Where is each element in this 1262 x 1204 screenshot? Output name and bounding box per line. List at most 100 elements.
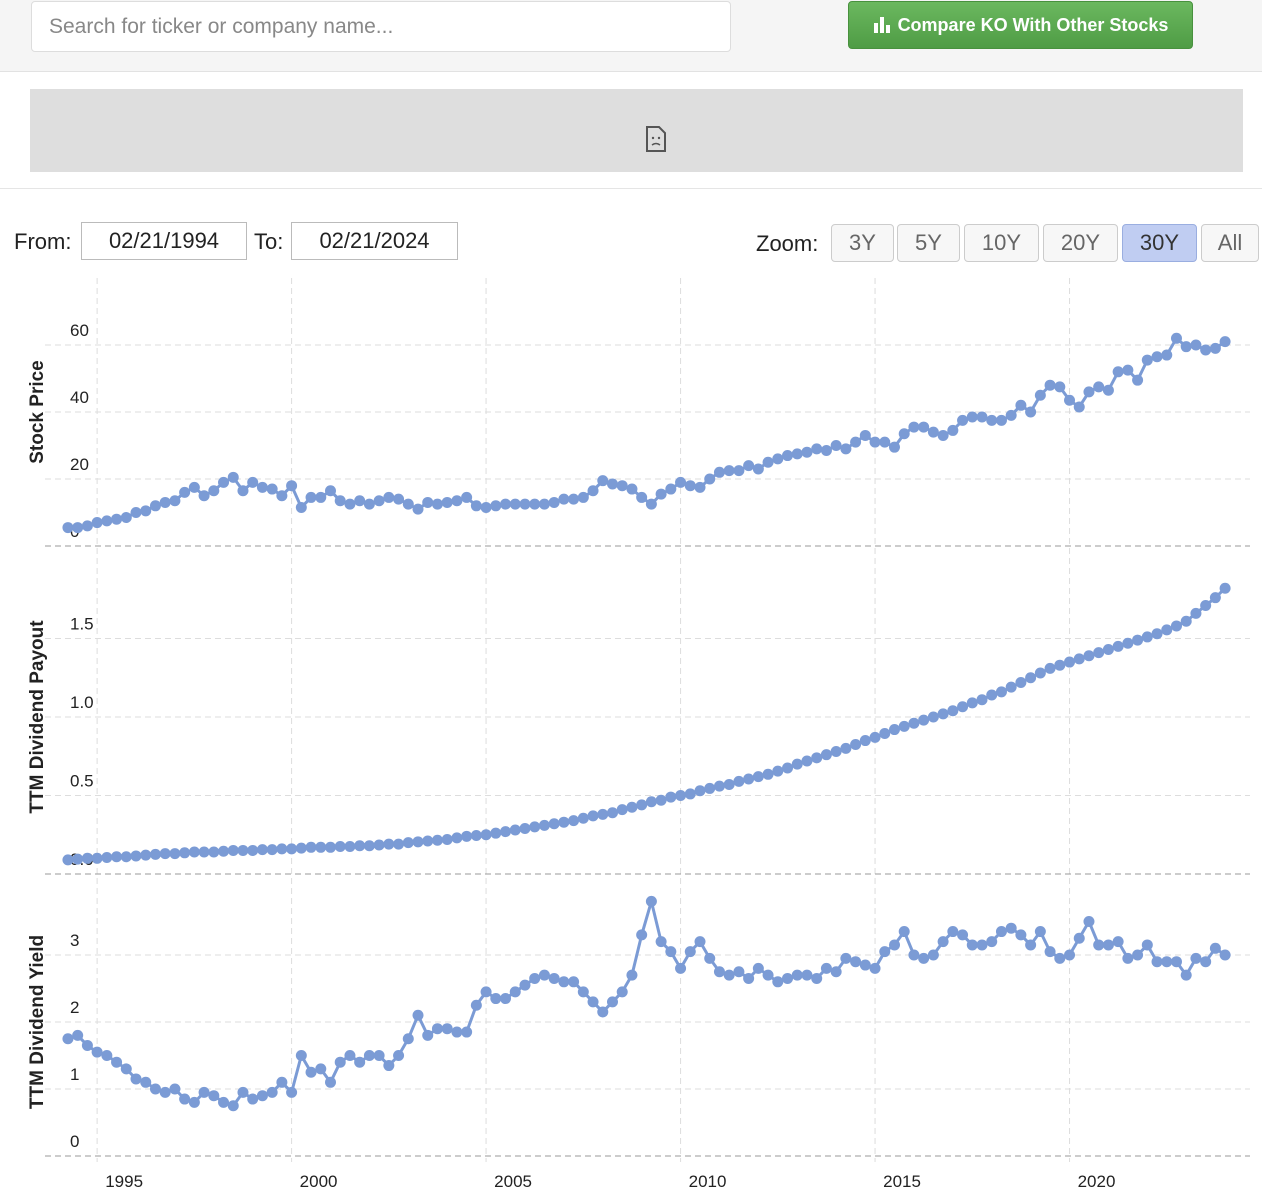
- data-point: [393, 838, 405, 850]
- data-point: [606, 478, 618, 490]
- ad-placeholder: [30, 89, 1243, 172]
- data-point: [431, 498, 443, 510]
- data-point: [149, 500, 161, 512]
- data-point: [1161, 624, 1173, 636]
- zoom-button[interactable]: 5Y: [897, 224, 960, 262]
- data-point: [451, 495, 463, 507]
- data-point: [1132, 949, 1144, 961]
- data-point: [694, 785, 706, 797]
- y-tick-label: 3: [70, 931, 79, 950]
- data-point: [626, 969, 638, 981]
- data-point: [645, 796, 657, 808]
- data-point: [616, 986, 628, 998]
- data-point: [286, 843, 298, 855]
- data-point: [101, 1050, 113, 1061]
- data-point: [188, 846, 200, 858]
- data-point: [198, 490, 210, 502]
- data-point: [218, 1096, 230, 1108]
- data-point: [947, 424, 959, 436]
- data-point: [645, 498, 657, 510]
- data-point: [276, 843, 288, 855]
- data-point: [1161, 956, 1173, 968]
- data-point: [480, 501, 492, 513]
- data-point: [1200, 600, 1212, 612]
- data-point: [733, 966, 745, 978]
- data-point: [1025, 406, 1037, 418]
- data-point: [111, 513, 123, 525]
- data-point: [140, 849, 152, 861]
- data-point: [393, 1050, 405, 1061]
- data-point: [665, 946, 677, 958]
- to-input[interactable]: 02/21/2024: [291, 222, 458, 260]
- data-point: [850, 436, 862, 448]
- data-point: [713, 466, 725, 478]
- data-point: [334, 1056, 346, 1068]
- data-point: [655, 794, 667, 806]
- data-point: [820, 962, 832, 974]
- data-point: [908, 717, 920, 729]
- zoom-button[interactable]: 10Y: [964, 224, 1039, 262]
- y-tick-label: 1: [70, 1065, 79, 1084]
- data-point: [470, 500, 482, 512]
- separator: [0, 188, 1262, 189]
- data-point: [947, 705, 959, 717]
- data-point: [402, 498, 414, 510]
- data-point: [1102, 939, 1114, 951]
- data-point: [597, 808, 609, 820]
- zoom-label: Zoom:: [756, 231, 819, 256]
- data-point: [62, 1033, 74, 1045]
- data-point: [1015, 676, 1027, 688]
- data-point: [801, 755, 813, 767]
- data-point: [1044, 379, 1056, 391]
- data-point: [1180, 341, 1192, 353]
- compare-button[interactable]: Compare KO With Other Stocks: [848, 1, 1193, 49]
- data-point: [451, 1026, 463, 1038]
- data-point: [752, 962, 764, 974]
- data-point: [966, 697, 978, 709]
- zoom-button[interactable]: 30Y: [1122, 224, 1197, 262]
- data-point: [286, 1086, 298, 1098]
- data-point: [422, 835, 434, 847]
- zoom-button[interactable]: 3Y: [831, 224, 894, 262]
- data-point: [149, 848, 161, 860]
- zoom-button[interactable]: All: [1201, 224, 1259, 262]
- y-tick-label: 1.0: [70, 693, 94, 712]
- x-tick-label: 2000: [300, 1172, 338, 1191]
- data-point: [538, 498, 550, 510]
- data-point: [266, 483, 278, 495]
- data-point: [995, 926, 1007, 938]
- data-point: [247, 844, 259, 856]
- data-point: [72, 1029, 84, 1041]
- data-point: [743, 773, 755, 785]
- data-point: [636, 799, 648, 811]
- data-point: [198, 846, 210, 858]
- zoom-button[interactable]: 20Y: [1043, 224, 1118, 262]
- data-point: [1170, 956, 1182, 968]
- data-point: [393, 493, 405, 505]
- data-point: [373, 1050, 385, 1061]
- from-input[interactable]: 02/21/1994: [81, 222, 247, 260]
- data-point: [587, 485, 599, 497]
- data-point: [383, 838, 395, 850]
- data-point: [324, 841, 336, 853]
- data-point: [315, 1063, 327, 1075]
- data-point: [256, 481, 268, 493]
- data-point: [140, 1076, 152, 1088]
- data-point: [1005, 922, 1017, 934]
- data-point: [782, 450, 794, 462]
- chart-icon: [873, 17, 890, 33]
- search-box[interactable]: Search for ticker or company name...: [31, 1, 731, 52]
- data-point: [324, 485, 336, 497]
- data-point: [558, 493, 570, 505]
- data-point: [947, 926, 959, 938]
- data-point: [62, 522, 74, 534]
- data-point: [1034, 389, 1046, 401]
- data-point: [1209, 342, 1221, 354]
- data-point: [169, 848, 181, 860]
- data-point: [577, 491, 589, 503]
- data-point: [431, 1023, 443, 1035]
- data-point: [519, 822, 531, 834]
- data-point: [140, 505, 152, 517]
- data-point: [529, 498, 541, 510]
- data-point: [568, 815, 580, 827]
